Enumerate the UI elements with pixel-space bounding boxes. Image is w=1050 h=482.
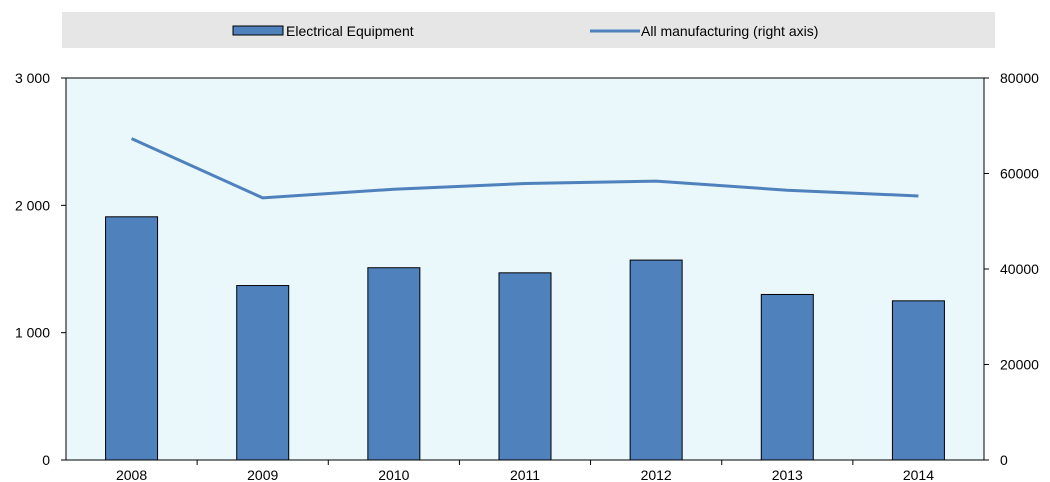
x-tick-label: 2014 (903, 467, 934, 482)
bar-2012 (629, 259, 683, 461)
bar-2008 (105, 216, 159, 461)
y-left-tick-label: 2 000 (15, 197, 50, 213)
legend-item-bars: Electrical Equipment (232, 23, 414, 39)
bar-2013 (760, 293, 814, 461)
bar-2010 (367, 267, 421, 461)
axes: 0 1 000 2 000 3 000 0 20000 40000 60000 80000 200… (15, 70, 1039, 482)
y-right-tick-label: 40000 (1000, 261, 1039, 277)
bar-2014 (891, 300, 945, 461)
x-tick-label: 2012 (641, 467, 672, 482)
y-right-tick-label: 80000 (1000, 70, 1039, 86)
x-tick-label: 2008 (116, 467, 147, 482)
x-tick-label: 2013 (772, 467, 803, 482)
y-left-tick-label: 3 000 (15, 70, 50, 86)
legend-bar-label: Electrical Equipment (286, 23, 414, 39)
legend-bar-swatch (232, 25, 284, 36)
y-right-tick-label: 20000 (1000, 357, 1039, 373)
legend-line-label: All manufacturing (right axis) (641, 23, 818, 39)
x-tick-label: 2009 (247, 467, 278, 482)
bar-2011 (498, 272, 552, 461)
bar-2009 (236, 285, 290, 461)
y-left-tick-label: 0 (42, 452, 50, 468)
y-right-tick-label: 60000 (1000, 166, 1039, 182)
legend-box (62, 12, 995, 48)
legend-item-line: All manufacturing (right axis) (590, 23, 818, 39)
y-right-tick-label: 0 (1000, 452, 1008, 468)
x-tick-label: 2010 (378, 467, 409, 482)
bar-series (105, 216, 945, 461)
y-left-tick-label: 1 000 (15, 325, 50, 341)
x-tick-label: 2011 (510, 467, 540, 482)
line-series (130, 137, 919, 200)
